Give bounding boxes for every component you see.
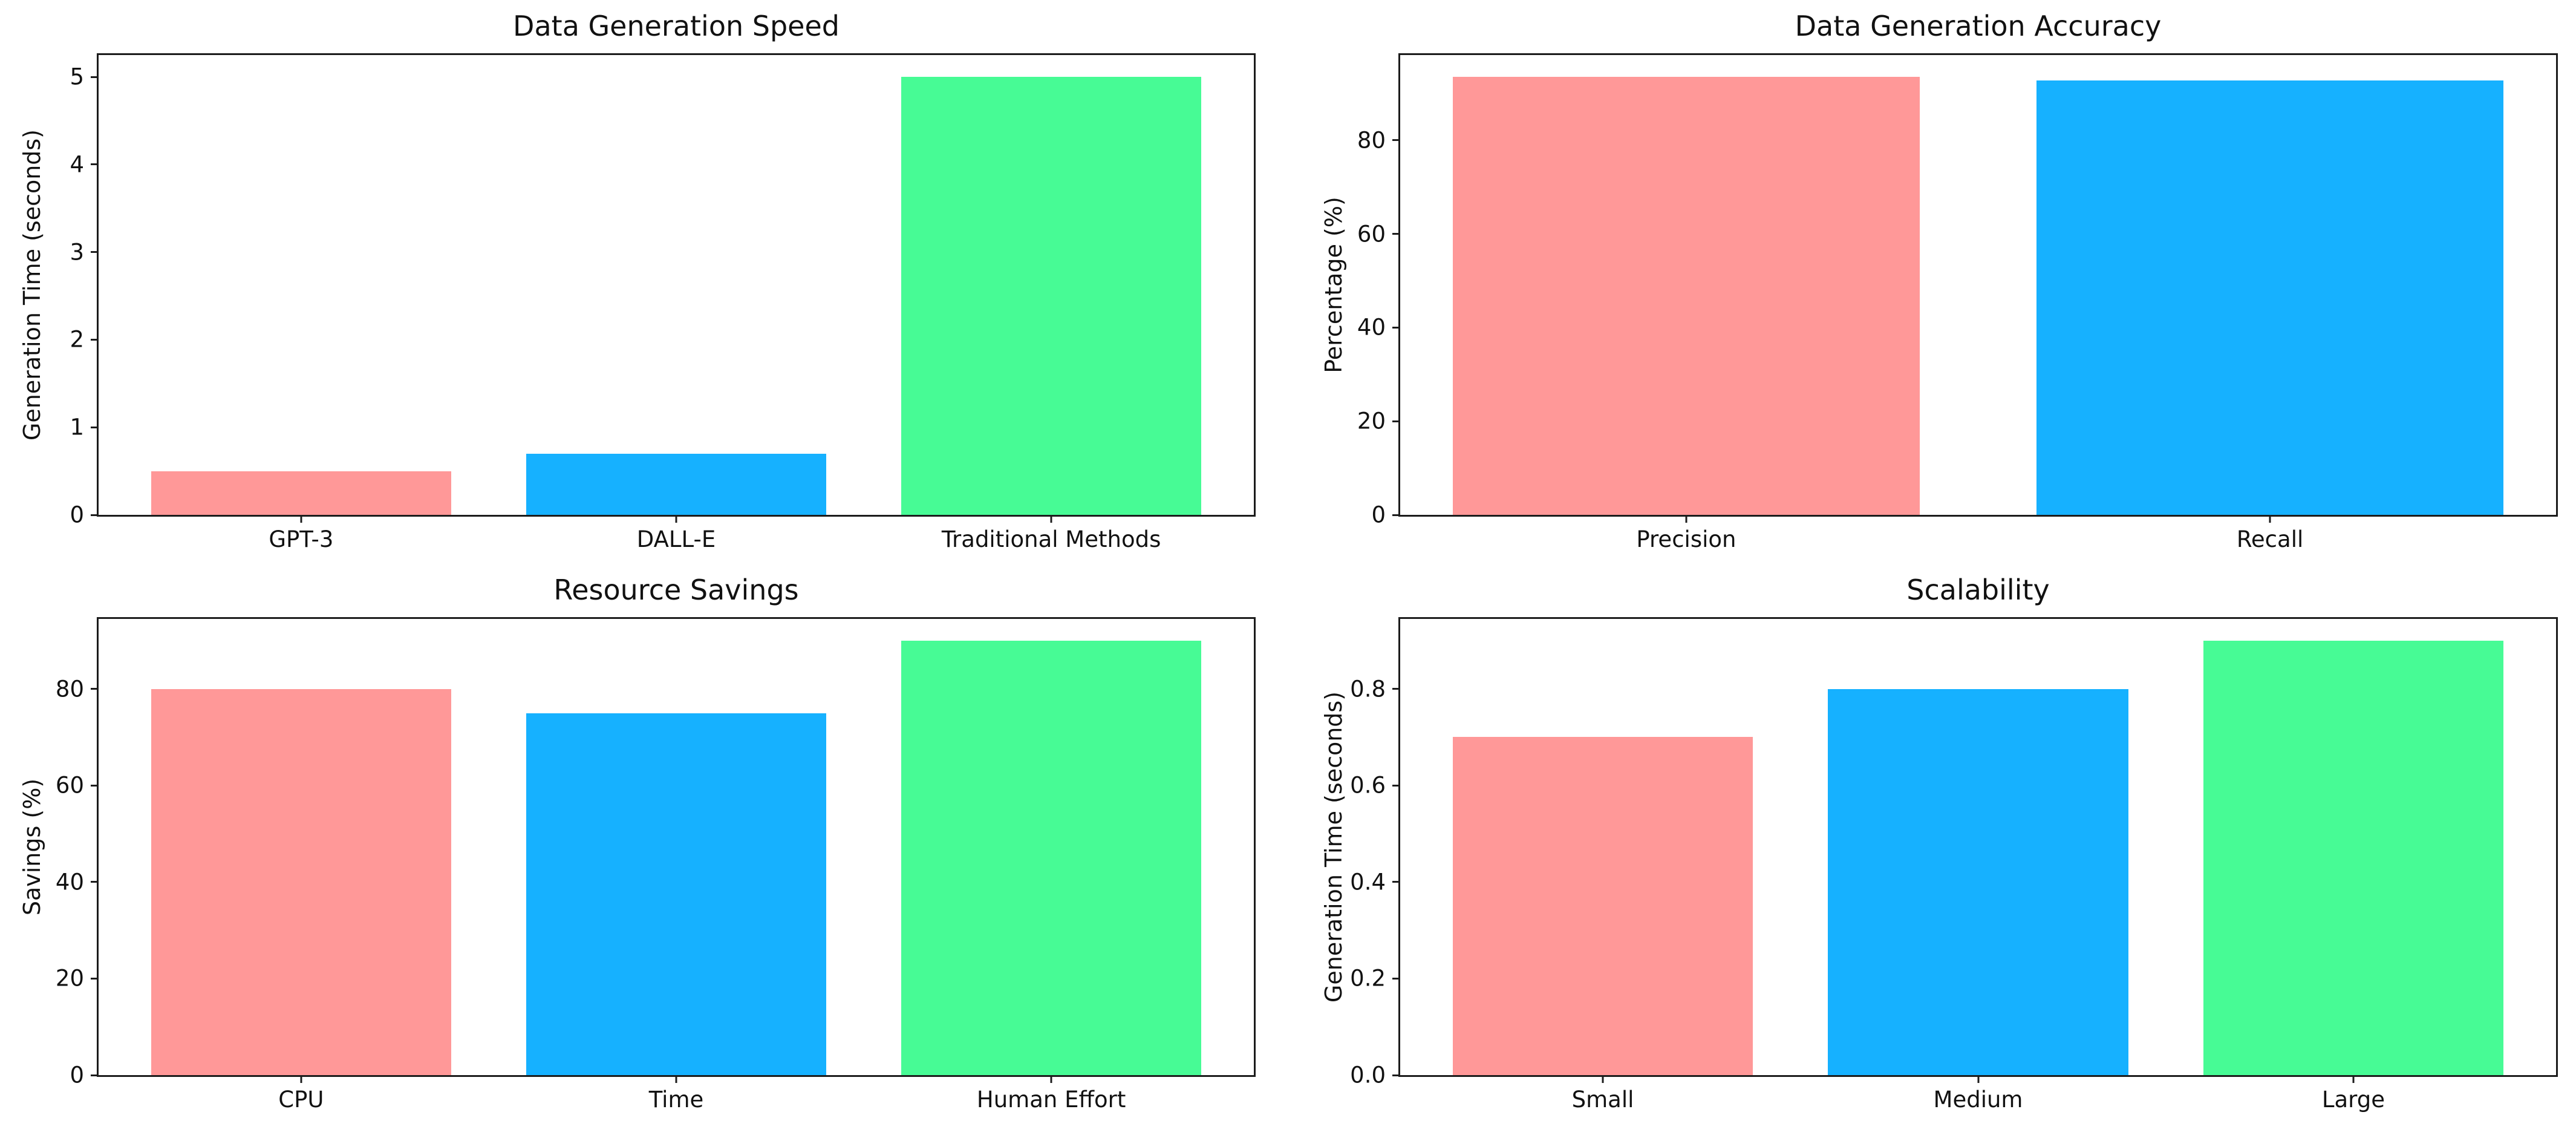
y-tick-label: 0.0 — [1350, 1062, 1386, 1088]
y-tick-mark — [1392, 139, 1400, 142]
bar-small — [1452, 737, 1753, 1075]
y-axis-label: Percentage (%) — [1320, 197, 1347, 373]
y-axis-label: Generation Time (seconds) — [19, 129, 45, 441]
y-tick-label: 0.4 — [1350, 869, 1386, 895]
x-tick-label: GPT-3 — [269, 526, 334, 552]
y-tick-label: 60 — [1357, 221, 1386, 247]
x-tick-mark — [2269, 515, 2271, 523]
chart-title: Resource Savings — [553, 574, 799, 607]
plot-area-data-generation-speed: Data Generation Speed Generation Time (s… — [19, 11, 1256, 551]
y-tick-mark — [91, 426, 99, 428]
y-tick-label: 2 — [70, 326, 84, 353]
y-tick-mark — [1392, 688, 1400, 690]
y-tick-label: 20 — [55, 965, 84, 992]
bar-recall — [2036, 80, 2504, 515]
y-tick-label: 0 — [70, 502, 84, 528]
y-tick-label: 1 — [70, 414, 84, 440]
x-tick-mark — [675, 1075, 677, 1083]
y-tick-mark — [91, 784, 99, 787]
y-tick-label: 5 — [70, 64, 84, 90]
bar-cpu — [151, 689, 451, 1075]
x-tick-label: CPU — [278, 1087, 324, 1113]
y-tick-label: 0.6 — [1350, 772, 1386, 799]
y-tick-mark — [1392, 977, 1400, 980]
y-tick-mark — [1392, 1074, 1400, 1076]
y-tick-mark — [91, 977, 99, 980]
x-tick-label: Precision — [1636, 526, 1736, 552]
y-tick-label: 40 — [1357, 314, 1386, 341]
y-tick-mark — [91, 514, 99, 516]
y-tick-mark — [91, 1074, 99, 1076]
y-tick-mark — [1392, 420, 1400, 422]
y-axis-label: Savings (%) — [19, 778, 45, 916]
bar-human-effort — [901, 640, 1202, 1075]
chart-title: Scalability — [1906, 574, 2050, 607]
x-tick-mark — [1050, 1075, 1052, 1083]
x-tick-label: DALL-E — [636, 526, 716, 552]
x-tick-label: Recall — [2236, 526, 2304, 552]
y-tick-mark — [1392, 784, 1400, 787]
x-tick-mark — [675, 515, 677, 523]
x-tick-label: Time — [648, 1087, 704, 1113]
y-tick-label: 20 — [1357, 408, 1386, 434]
bar-gpt-3 — [151, 471, 451, 515]
x-tick-mark — [2352, 1075, 2355, 1083]
bar-large — [2203, 640, 2504, 1075]
x-tick-mark — [1977, 1075, 1979, 1083]
y-tick-mark — [1392, 326, 1400, 329]
x-tick-label: Human Effort — [976, 1087, 1126, 1113]
y-tick-label: 0.8 — [1350, 676, 1386, 702]
y-tick-label: 80 — [1357, 127, 1386, 154]
plot-area-resource-savings: Resource Savings Savings (%) CPU Time Huma… — [19, 575, 1256, 1111]
bar-precision — [1452, 77, 1920, 515]
y-tick-label: 3 — [70, 239, 84, 266]
y-tick-mark — [91, 76, 99, 78]
chart-title: Data Generation Speed — [513, 10, 840, 43]
x-tick-mark — [1602, 1075, 1604, 1083]
chart-title: Data Generation Accuracy — [1795, 10, 2162, 43]
plot-area-scalability: Scalability Generation Time (seconds) Sm… — [1320, 575, 2558, 1111]
y-tick-mark — [91, 251, 99, 253]
y-tick-mark — [91, 881, 99, 883]
x-tick-mark — [1685, 515, 1687, 523]
bar-dall-e — [526, 453, 827, 515]
x-tick-label: Small — [1571, 1087, 1634, 1113]
y-tick-mark — [1392, 233, 1400, 235]
x-tick-mark — [300, 515, 302, 523]
bar-medium — [1828, 689, 2128, 1075]
y-tick-label: 60 — [55, 772, 84, 799]
y-tick-mark — [91, 688, 99, 690]
bar-time — [526, 713, 827, 1075]
bar-traditional-methods — [901, 77, 1202, 515]
y-tick-mark — [1392, 514, 1400, 516]
x-tick-mark — [1050, 515, 1052, 523]
y-tick-label: 40 — [55, 869, 84, 895]
y-tick-label: 0.2 — [1350, 965, 1386, 992]
y-tick-label: 0 — [1371, 502, 1386, 528]
y-tick-mark — [91, 163, 99, 166]
y-tick-mark — [1392, 881, 1400, 883]
x-tick-label: Medium — [1933, 1087, 2023, 1113]
y-tick-label: 0 — [70, 1062, 84, 1088]
x-tick-label: Traditional Methods — [941, 526, 1161, 552]
x-tick-label: Large — [2321, 1087, 2385, 1113]
plot-area-data-generation-accuracy: Data Generation Accuracy Percentage (%) … — [1320, 11, 2558, 551]
x-tick-mark — [300, 1075, 302, 1083]
y-tick-label: 80 — [55, 676, 84, 702]
y-tick-mark — [91, 338, 99, 341]
y-axis-label: Generation Time (seconds) — [1320, 691, 1347, 1003]
y-tick-label: 4 — [70, 151, 84, 178]
